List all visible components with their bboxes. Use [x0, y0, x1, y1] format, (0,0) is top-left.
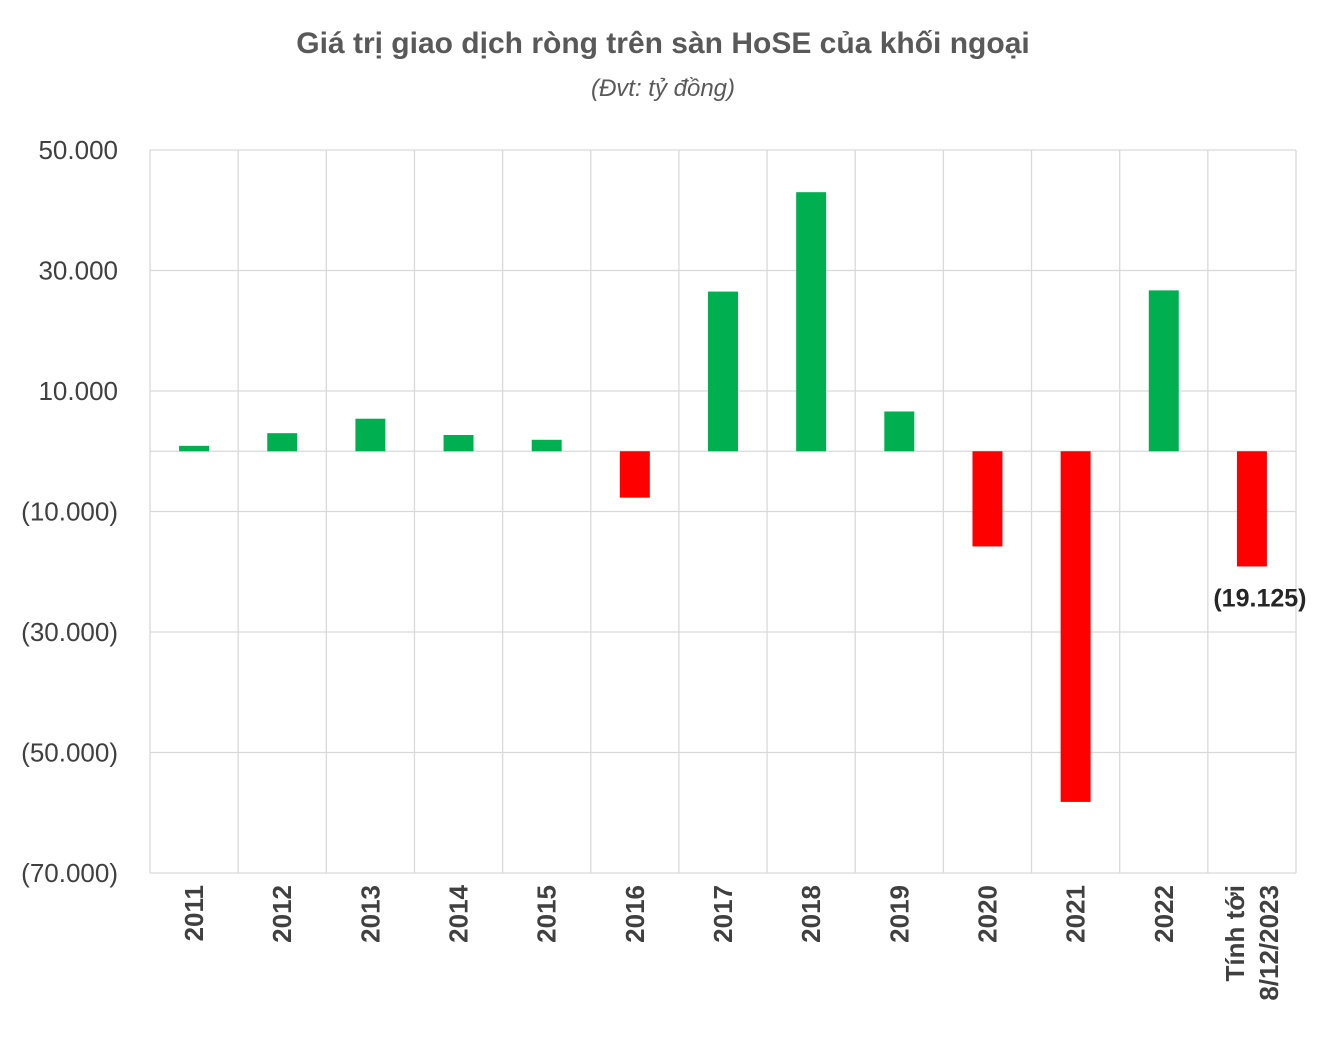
bar-2018: [796, 192, 827, 452]
bar-2014: [443, 434, 474, 452]
y-axis: 50.000 30.000 10.000 (10.000) (30.000) (50.00…: [21, 135, 118, 888]
bar-2012: [267, 433, 298, 452]
bar-2016: [619, 451, 650, 498]
bar-2021: [1060, 451, 1091, 802]
bar-2019: [884, 411, 915, 452]
data-label: (19.125): [1213, 584, 1306, 612]
bar-2020: [972, 451, 1003, 547]
x-tick-label: 2016: [620, 885, 650, 943]
y-tick-label: (30.000): [21, 617, 118, 647]
bar-2013: [355, 418, 386, 452]
bar-2015: [531, 439, 562, 452]
bar-t-nh-t-i-8-12-2023: [1236, 451, 1267, 567]
gridlines: [149, 149, 1297, 874]
y-tick-label: (50.000): [21, 738, 118, 768]
x-tick-label: 2020: [972, 885, 1002, 943]
x-tick-label: 2017: [708, 885, 738, 943]
y-tick-label: 50.000: [38, 135, 118, 165]
x-tick-label: 2015: [532, 885, 562, 943]
bar-2011: [179, 445, 210, 452]
chart-subtitle: (Đvt: tỷ đồng): [591, 75, 735, 102]
x-tick-label: 2012: [267, 885, 297, 943]
x-tick-label: 2011: [179, 885, 209, 941]
x-tick-label: 2019: [884, 885, 914, 943]
x-tick-label: 2018: [796, 885, 826, 943]
data-labels: (19.125): [1213, 584, 1306, 612]
y-tick-label: 10.000: [38, 376, 118, 406]
y-tick-label: (10.000): [21, 497, 118, 527]
x-axis: 2011 2012 2013 2014 2015 2016 2017 2018 2019 2020…: [179, 884, 1284, 1000]
x-tick-label: 2021: [1061, 885, 1091, 943]
y-tick-label: (70.000): [21, 858, 118, 888]
y-tick-label: 30.000: [38, 256, 118, 286]
x-tick-label: 2022: [1149, 885, 1179, 943]
chart-title: Giá trị giao dịch ròng trên sàn HoSE của…: [296, 27, 1029, 60]
x-tick-label: 2013: [355, 885, 385, 943]
bar-2017: [708, 291, 738, 452]
x-tick-label: 2014: [444, 884, 474, 942]
bars: [179, 192, 1267, 802]
x-tick-label: Tính tới 8/12/2023: [1220, 885, 1284, 1001]
bar-2022: [1148, 290, 1179, 452]
